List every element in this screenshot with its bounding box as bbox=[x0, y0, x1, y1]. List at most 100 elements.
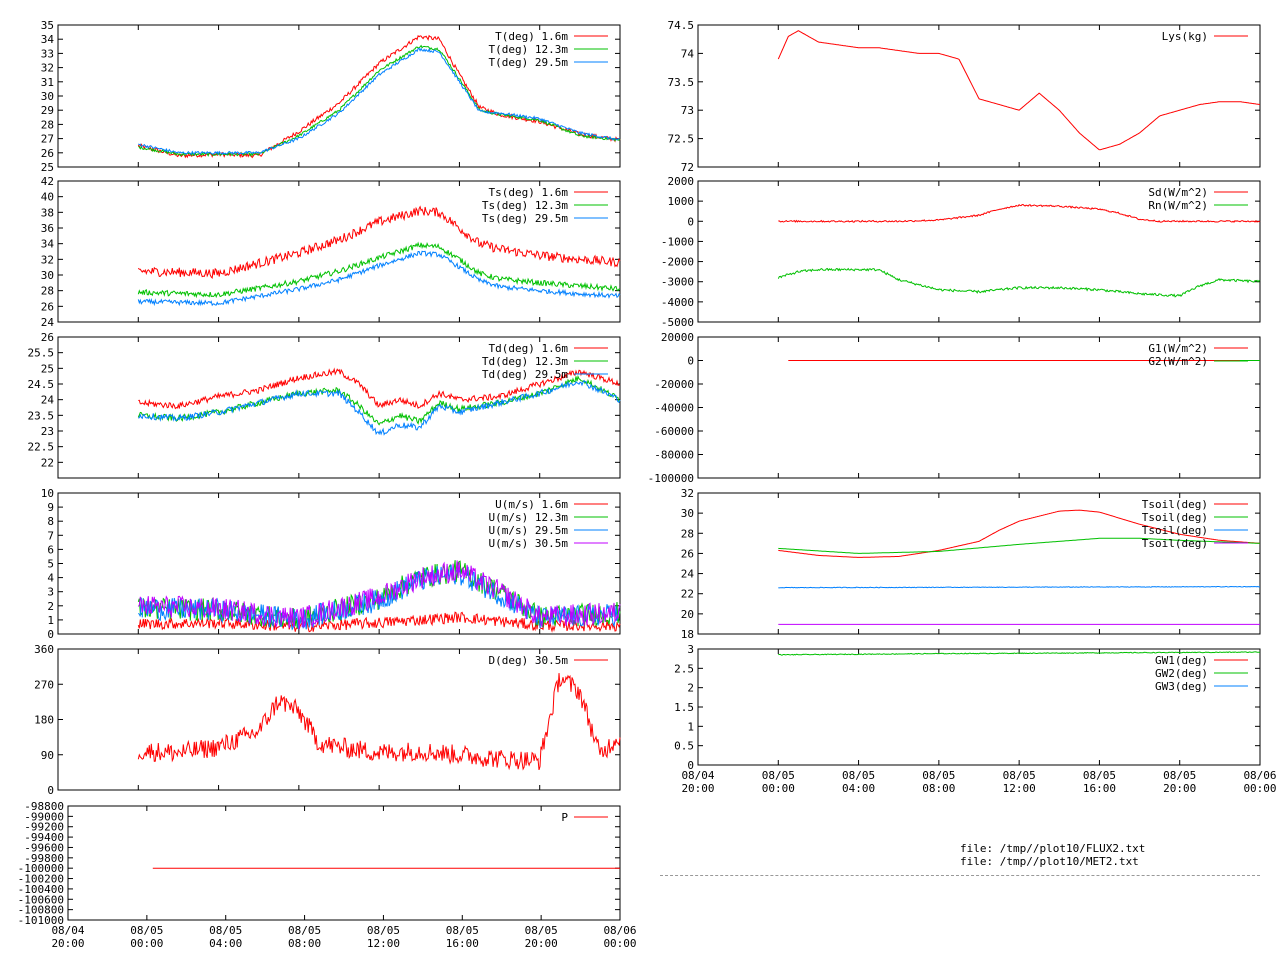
y-tick-label: -100000 bbox=[18, 862, 64, 875]
file-label-flux: file: /tmp//plot10/FLUX2.txt bbox=[960, 842, 1146, 855]
legend-label: U(m/s) 12.3m bbox=[489, 511, 569, 524]
y-tick-label: -99800 bbox=[24, 852, 64, 865]
y-tick-label: 31 bbox=[41, 76, 54, 89]
y-tick-label: 180 bbox=[34, 714, 54, 727]
plot-frame bbox=[697, 492, 1261, 635]
x-tick-label-time: 08:00 bbox=[288, 937, 321, 950]
y-tick-label: 72 bbox=[681, 161, 694, 174]
x-tick-label-date: 08/05 bbox=[130, 924, 163, 937]
y-tick-label: 32 bbox=[681, 487, 694, 500]
y-tick-label: 23.5 bbox=[28, 409, 55, 422]
x-tick-label-time: 04:00 bbox=[842, 782, 875, 795]
series-line bbox=[137, 47, 621, 156]
x-tick-label-date: 08/05 bbox=[922, 769, 955, 782]
series-line bbox=[777, 30, 1261, 151]
x-tick-label-time: 04:00 bbox=[209, 937, 242, 950]
x-tick-label-date: 08/06 bbox=[603, 924, 636, 937]
series-line bbox=[137, 374, 621, 426]
legend-label: G1(W/m^2) bbox=[1148, 342, 1208, 355]
y-tick-label: 42 bbox=[41, 175, 54, 188]
series-line bbox=[137, 250, 621, 307]
y-tick-label: 36 bbox=[41, 222, 54, 235]
y-tick-label: 0 bbox=[687, 355, 694, 368]
y-tick-label: 24 bbox=[41, 316, 55, 329]
y-tick-label: 90 bbox=[41, 749, 54, 762]
y-tick-label: 30 bbox=[41, 90, 54, 103]
y-tick-label: 5 bbox=[47, 558, 54, 571]
y-tick-label: 0 bbox=[687, 215, 694, 228]
series-line bbox=[778, 651, 1261, 656]
x-tick-label-time: 16:00 bbox=[446, 937, 479, 950]
y-tick-label: 26 bbox=[41, 331, 54, 344]
panel-pressure: -101000-100800-100600-100400-100200-1000… bbox=[18, 800, 637, 950]
legend-label: Lys(kg) bbox=[1162, 30, 1208, 43]
x-tick-label-time: 16:00 bbox=[1083, 782, 1116, 795]
panel-groundwater: 00.511.522.5308/0420:0008/0500:0008/0504… bbox=[674, 643, 1276, 795]
legend-label: Tsoil(deg) bbox=[1142, 511, 1208, 524]
file-label-met: file: /tmp//plot10/MET2.txt bbox=[960, 855, 1139, 868]
legend-label: P bbox=[561, 811, 568, 824]
y-tick-label: 1 bbox=[687, 720, 694, 733]
x-tick-label-time: 20:00 bbox=[525, 937, 558, 950]
series-line bbox=[137, 560, 621, 630]
x-tick-label-date: 08/05 bbox=[209, 924, 242, 937]
y-tick-label: 24 bbox=[41, 394, 55, 407]
series-line bbox=[137, 673, 621, 771]
separator-line bbox=[660, 875, 1260, 876]
y-tick-label: 24.5 bbox=[28, 378, 55, 391]
series-line bbox=[778, 537, 1261, 554]
legend-label: Ts(deg) 12.3m bbox=[482, 199, 568, 212]
legend-label: Tsoil(deg) bbox=[1142, 498, 1208, 511]
y-tick-label: -5000 bbox=[661, 316, 694, 329]
plot-frame bbox=[697, 180, 1261, 323]
y-tick-label: 25 bbox=[41, 362, 54, 375]
x-tick-label-time: 20:00 bbox=[51, 937, 84, 950]
legend-label: U(m/s) 29.5m bbox=[489, 524, 569, 537]
y-tick-label: 1.5 bbox=[674, 701, 694, 714]
y-tick-label: -100400 bbox=[18, 883, 64, 896]
y-tick-label: 2.5 bbox=[674, 662, 694, 675]
y-tick-label: 22 bbox=[681, 588, 694, 601]
x-tick-label-date: 08/05 bbox=[367, 924, 400, 937]
legend-label: T(deg) 29.5m bbox=[489, 56, 569, 69]
y-tick-label: -100800 bbox=[18, 904, 64, 917]
x-tick-label-date: 08/05 bbox=[1163, 769, 1196, 782]
y-tick-label: 20000 bbox=[661, 331, 694, 344]
y-tick-label: -60000 bbox=[654, 425, 694, 438]
y-tick-label: 74 bbox=[681, 47, 695, 60]
legend-label: Sd(W/m^2) bbox=[1148, 186, 1208, 199]
legend-label: Ts(deg) 29.5m bbox=[482, 212, 568, 225]
y-tick-label: 40 bbox=[41, 191, 54, 204]
y-tick-label: 360 bbox=[34, 643, 54, 656]
y-tick-label: 24 bbox=[681, 568, 695, 581]
legend-label: Rn(W/m^2) bbox=[1148, 199, 1208, 212]
plot-frame bbox=[67, 805, 621, 921]
x-tick-label-date: 08/04 bbox=[51, 924, 84, 937]
y-tick-label: 270 bbox=[34, 678, 54, 691]
y-tick-label: 22.5 bbox=[28, 441, 55, 454]
x-tick-label-time: 00:00 bbox=[130, 937, 163, 950]
x-tick-label-time: 20:00 bbox=[1163, 782, 1196, 795]
x-tick-label-date: 08/05 bbox=[1083, 769, 1116, 782]
y-tick-label: -99400 bbox=[24, 831, 64, 844]
x-tick-label-time: 00:00 bbox=[762, 782, 795, 795]
legend-label: Tsoil(deg) bbox=[1142, 537, 1208, 550]
x-tick-label-time: 00:00 bbox=[603, 937, 636, 950]
y-tick-label: 0.5 bbox=[674, 740, 694, 753]
y-tick-label: -20000 bbox=[654, 378, 694, 391]
y-tick-label: -80000 bbox=[654, 449, 694, 462]
x-tick-label-date: 08/05 bbox=[525, 924, 558, 937]
x-tick-label-time: 08:00 bbox=[922, 782, 955, 795]
plot-frame bbox=[697, 24, 1261, 168]
panel-radiation: -5000 -4000 -3000 -2000 -1000 0 1000 2000 Sd(W/m… bbox=[661, 175, 1261, 329]
y-tick-label: 0 bbox=[687, 759, 694, 772]
y-tick-label: 9 bbox=[47, 501, 54, 514]
y-tick-label: 2 bbox=[687, 682, 694, 695]
legend-label: GW1(deg) bbox=[1155, 654, 1208, 667]
series-line bbox=[137, 205, 621, 279]
plot-frame bbox=[57, 336, 621, 479]
